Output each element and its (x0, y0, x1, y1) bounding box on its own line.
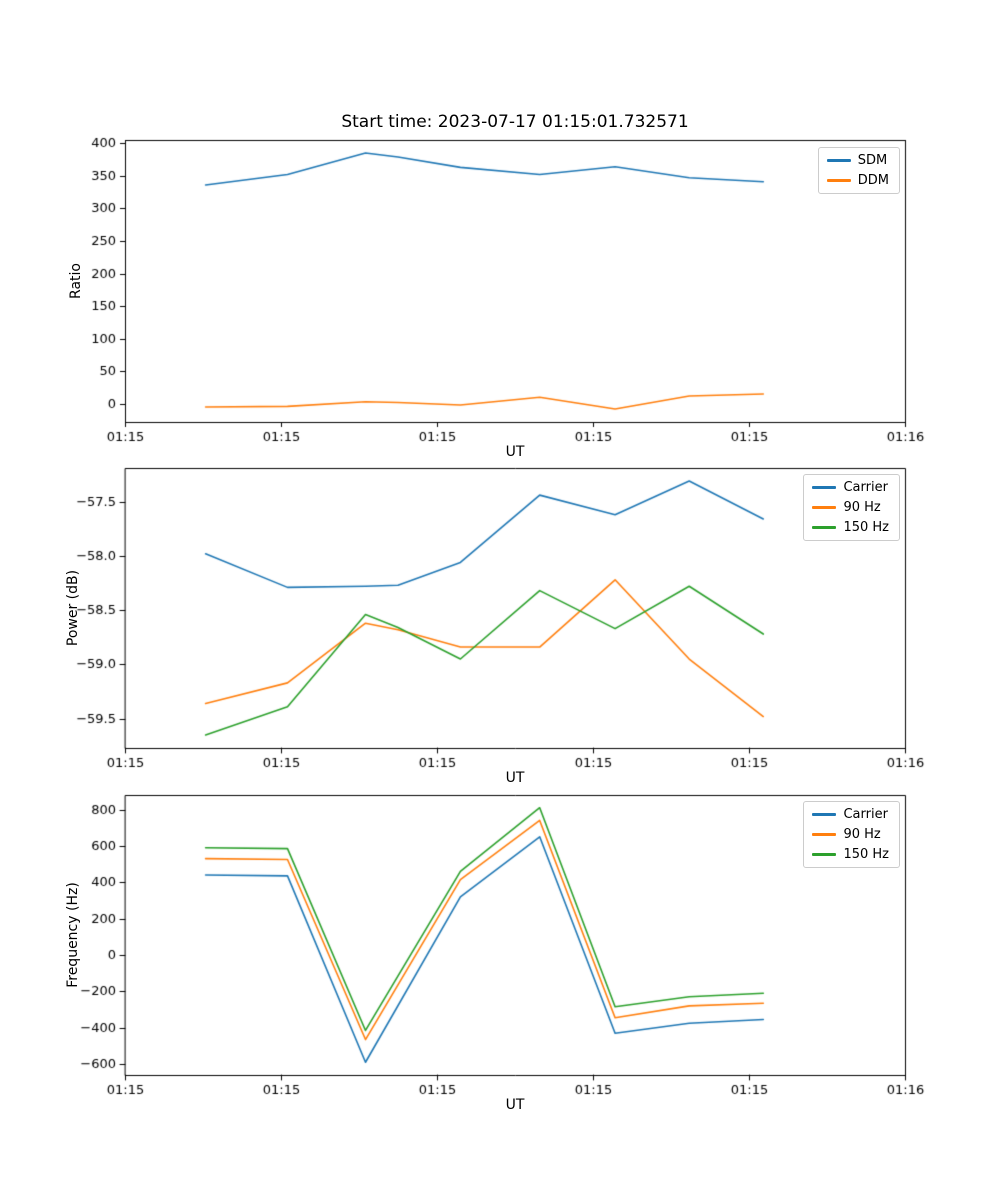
ylabel-ratio: Ratio (68, 263, 84, 299)
legend-ratio: SDM DDM (817, 147, 900, 194)
carrier-line-swatch (812, 813, 837, 816)
legend-label-ddm: DDM (857, 173, 889, 188)
legend-label-90hz: 90 Hz (843, 827, 881, 842)
legend-item-carrier: Carrier (812, 807, 889, 822)
carrier-line-swatch (812, 486, 837, 489)
ddm-line-swatch (826, 179, 851, 182)
xlabel-ut-3: UT (505, 1097, 525, 1113)
xlabel-ut-1: UT (505, 444, 525, 460)
sdm-line-swatch (826, 159, 851, 162)
ylabel-power: Power (dB) (65, 569, 81, 647)
legend-label-sdm: SDM (857, 153, 888, 168)
legend-label-carrier: Carrier (843, 480, 888, 495)
legend-item-90hz: 90 Hz (812, 500, 889, 515)
figure-title: Start time: 2023-07-17 01:15:01.732571 (341, 112, 689, 132)
legend-item-ddm: DDM (826, 173, 889, 188)
legend-label-150hz: 150 Hz (843, 847, 889, 862)
150hz-line-swatch (812, 853, 837, 856)
legend-label-150hz: 150 Hz (843, 520, 889, 535)
150hz-line-swatch (812, 526, 837, 529)
xlabel-ut-2: UT (505, 770, 525, 786)
legend-power: Carrier 90 Hz 150 Hz (803, 474, 900, 541)
legend-label-carrier: Carrier (843, 807, 888, 822)
legend-label-90hz: 90 Hz (843, 500, 881, 515)
legend-item-90hz: 90 Hz (812, 827, 889, 842)
legend-item-150hz: 150 Hz (812, 520, 889, 535)
legend-item-sdm: SDM (826, 153, 889, 168)
ylabel-frequency: Frequency (Hz) (65, 882, 81, 988)
90hz-line-swatch (812, 833, 837, 836)
legend-item-carrier: Carrier (812, 480, 889, 495)
legend-item-150hz: 150 Hz (812, 847, 889, 862)
90hz-line-swatch (812, 506, 837, 509)
legend-frequency: Carrier 90 Hz 150 Hz (803, 801, 900, 868)
